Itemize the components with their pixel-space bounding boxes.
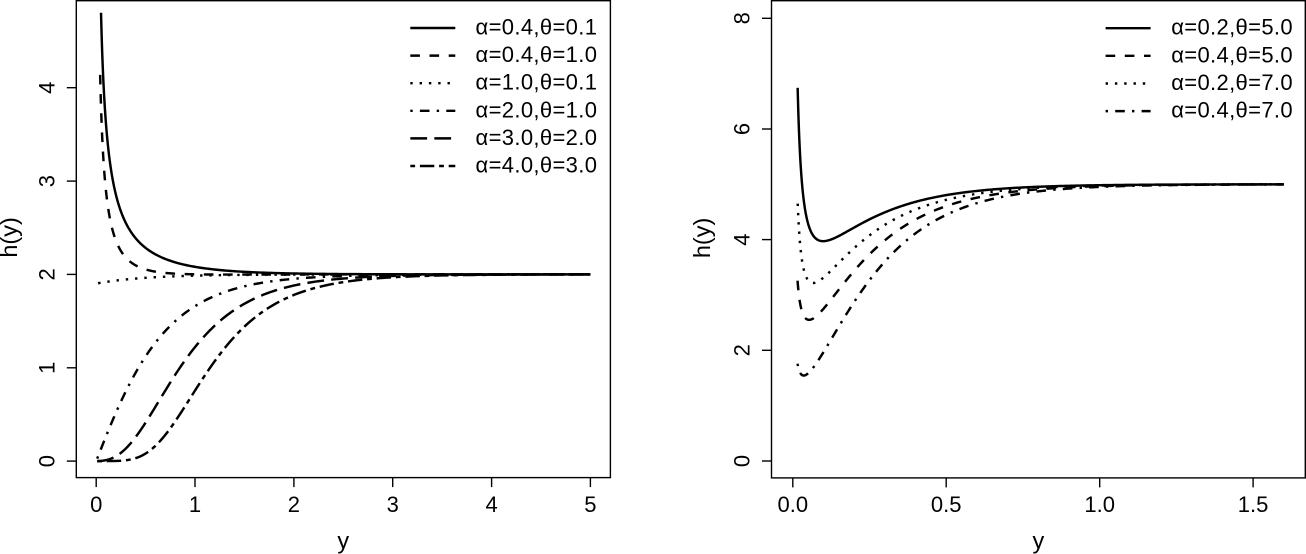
- svg-text:1.5: 1.5: [1238, 492, 1269, 517]
- svg-text:α=0.2,θ=5.0: α=0.2,θ=5.0: [1171, 15, 1293, 40]
- svg-text:α=0.4,θ=5.0: α=0.4,θ=5.0: [1171, 42, 1293, 67]
- svg-text:α=0.4,θ=1.0: α=0.4,θ=1.0: [476, 42, 598, 67]
- svg-text:α=1.0,θ=0.1: α=1.0,θ=0.1: [476, 70, 598, 95]
- svg-text:0.5: 0.5: [931, 492, 962, 517]
- svg-text:h(y): h(y): [689, 218, 715, 258]
- svg-text:5: 5: [584, 492, 596, 517]
- svg-text:4: 4: [485, 492, 497, 517]
- svg-text:α=2.0,θ=1.0: α=2.0,θ=1.0: [476, 97, 598, 122]
- svg-text:y: y: [1033, 528, 1045, 554]
- svg-text:8: 8: [730, 12, 755, 24]
- svg-text:1.0: 1.0: [1084, 492, 1115, 517]
- svg-text:α=0.2,θ=7.0: α=0.2,θ=7.0: [1171, 70, 1293, 95]
- svg-text:2: 2: [730, 344, 755, 356]
- svg-text:y: y: [337, 528, 349, 554]
- svg-text:0: 0: [35, 455, 60, 467]
- svg-text:3: 3: [35, 175, 60, 187]
- svg-text:α=0.4,θ=0.1: α=0.4,θ=0.1: [476, 15, 598, 40]
- svg-text:3: 3: [387, 492, 399, 517]
- svg-text:2: 2: [35, 268, 60, 280]
- svg-text:4: 4: [730, 233, 755, 245]
- svg-text:4: 4: [35, 82, 60, 94]
- svg-text:α=4.0,θ=3.0: α=4.0,θ=3.0: [476, 153, 598, 178]
- svg-text:6: 6: [730, 123, 755, 135]
- svg-text:0: 0: [730, 455, 755, 467]
- svg-text:2: 2: [288, 492, 300, 517]
- svg-text:0: 0: [90, 492, 102, 517]
- svg-text:α=3.0,θ=2.0: α=3.0,θ=2.0: [476, 125, 598, 150]
- svg-text:1: 1: [35, 362, 60, 374]
- svg-text:0.0: 0.0: [778, 492, 809, 517]
- svg-text:h(y): h(y): [0, 217, 22, 257]
- svg-text:α=0.4,θ=7.0: α=0.4,θ=7.0: [1171, 98, 1293, 123]
- svg-text:1: 1: [189, 492, 201, 517]
